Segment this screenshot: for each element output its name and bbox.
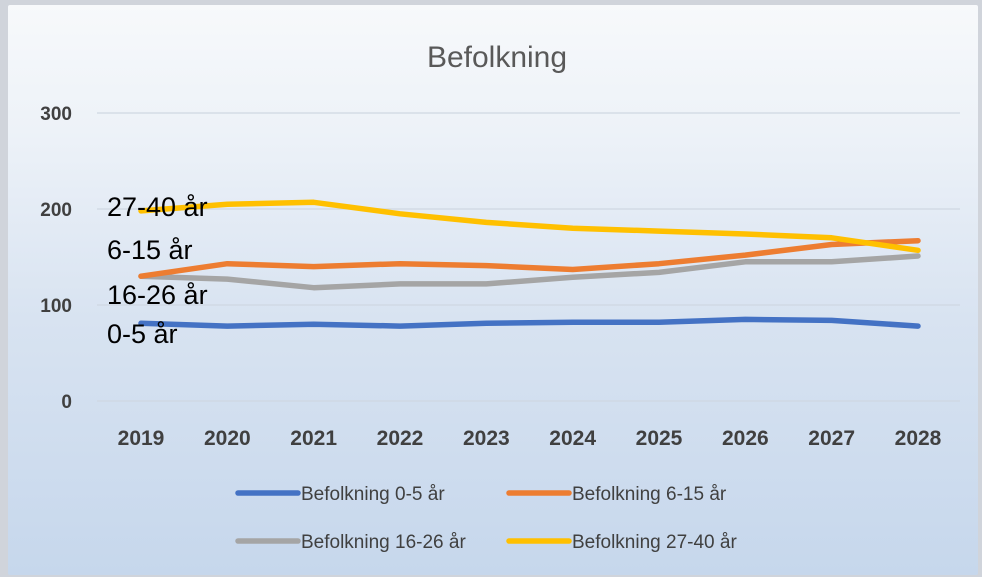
gridlines: [97, 112, 960, 402]
legend-label-0: Befolkning 0-5 år: [301, 484, 445, 505]
y-tick-label: 0: [61, 392, 72, 413]
x-tick-label: 2023: [463, 427, 510, 450]
x-tick-label: 2028: [895, 427, 942, 450]
annotation-27-40: 27-40 år: [107, 192, 208, 222]
x-tick-label: 2021: [290, 427, 337, 450]
series-lines: [138, 199, 921, 329]
series-line-1: [138, 237, 921, 279]
y-tick-label: 200: [40, 200, 72, 221]
x-tick-label: 2024: [549, 427, 596, 450]
annotation-16-26: 16-26 år: [107, 280, 208, 310]
x-tick-label: 2026: [722, 427, 769, 450]
y-tick-label: 300: [40, 104, 72, 125]
legend-label-3: Befolkning 27-40 år: [572, 532, 737, 553]
legend: Befolkning 0-5 år Befolkning 6-15 år Befol…: [235, 484, 737, 553]
x-tick-label: 2027: [808, 427, 855, 450]
annotation-0-5: 0-5 år: [107, 319, 178, 349]
y-axis-ticks: 0 100 200 300: [40, 104, 72, 413]
x-tick-label: 2025: [636, 427, 683, 450]
x-tick-label: 2020: [204, 427, 251, 450]
legend-label-2: Befolkning 16-26 år: [301, 532, 466, 553]
chart-title: Befolkning: [427, 41, 567, 74]
x-axis-ticks: 2019 2020 2021 2022 2023 2024 2025 2026 2027 2028: [118, 427, 942, 450]
annotation-6-15: 6-15 år: [107, 235, 193, 265]
series-line-2: [138, 253, 921, 291]
series-line-3: [138, 199, 921, 254]
x-tick-label: 2022: [377, 427, 424, 450]
x-tick-label: 2019: [118, 427, 165, 450]
series-annotations: 27-40 år 6-15 år 16-26 år 0-5 år: [107, 192, 208, 349]
y-tick-label: 100: [40, 296, 72, 317]
series-line-0: [138, 316, 921, 329]
legend-label-1: Befolkning 6-15 år: [572, 484, 727, 505]
chart-panel: [8, 5, 978, 575]
